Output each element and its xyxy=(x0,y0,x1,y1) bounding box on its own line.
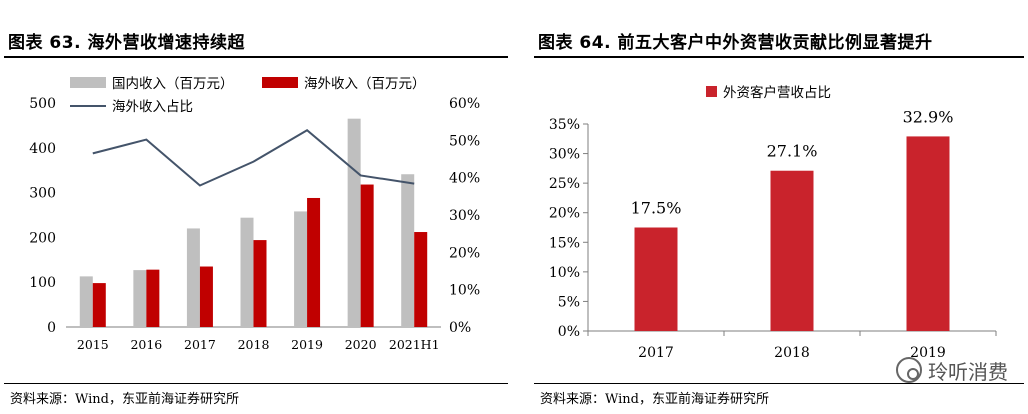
foreign-share-bar xyxy=(770,170,814,331)
overseas-revenue-bar xyxy=(307,197,321,327)
left-y-tick-label: 200 xyxy=(29,230,56,246)
left-y-tick-label: 300 xyxy=(29,186,56,202)
left-x-tick-label: 2020 xyxy=(345,337,377,352)
left-y-tick-label: 100 xyxy=(29,275,56,291)
left-source-note: 资料来源：Wind，东亚前海证券研究所 xyxy=(10,392,239,407)
right-y-tick-label: 35% xyxy=(549,117,580,133)
overseas-revenue-bar xyxy=(92,283,106,327)
left-y2-tick-label: 0% xyxy=(449,320,471,336)
right-y-tick-label: 20% xyxy=(549,206,580,222)
foreign-share-data-label: 27.1% xyxy=(767,142,818,161)
foreign-share-bar xyxy=(634,227,678,331)
left-title-rule xyxy=(4,56,508,58)
foreign-share-bar xyxy=(906,136,950,331)
right-source-rule xyxy=(534,383,1024,384)
left-y2-tick-label: 40% xyxy=(449,171,480,187)
overseas-revenue-bar xyxy=(414,232,428,327)
right-title-rule xyxy=(534,56,1024,58)
left-source-rule xyxy=(4,383,508,384)
left-x-tick-label: 2019 xyxy=(291,337,323,352)
right-chart-panel: 图表 64. 前五大客户中外资营收贡献比例显著提升 0% 5% 10% 15% 20% 2… xyxy=(530,0,1028,414)
domestic-revenue-bar xyxy=(79,276,93,327)
right-source-note: 资料来源：Wind，东亚前海证券研究所 xyxy=(540,392,769,407)
wechat-icon xyxy=(896,357,922,383)
left-y-tick-label: 500 xyxy=(29,96,56,112)
left-y2-tick-label: 30% xyxy=(449,208,480,224)
right-x-tick-label: 2018 xyxy=(774,345,810,361)
left-x-tick-label: 2016 xyxy=(130,337,162,352)
domestic-revenue-bar xyxy=(186,228,200,327)
legend-share-label: 海外收入占比 xyxy=(112,99,193,115)
watermark: 玲听消费 xyxy=(896,356,1008,385)
legend-domestic-swatch xyxy=(70,77,106,88)
overseas-revenue-bar xyxy=(360,184,374,327)
legend-foreign-label: 外资客户营收占比 xyxy=(723,84,831,101)
left-x-tick-label: 2018 xyxy=(238,337,270,352)
right-y-tick-label: 10% xyxy=(549,265,580,281)
overseas-revenue-bar xyxy=(146,269,160,327)
right-chart-svg: 0% 5% 10% 15% 20% 25% 30% 35% 2017 2018 2019 17.5% 2… xyxy=(549,84,997,361)
right-y-tick-label: 15% xyxy=(549,235,580,251)
overseas-share-line xyxy=(92,129,415,187)
left-y-tick-label: 400 xyxy=(29,141,56,157)
right-y-tick-label: 5% xyxy=(558,294,580,310)
right-chart-title: 图表 64. 前五大客户中外资营收贡献比例显著提升 xyxy=(538,33,933,53)
foreign-share-data-label: 32.9% xyxy=(903,107,954,126)
left-y-tick-label: 0 xyxy=(47,320,56,336)
left-y2-tick-label: 20% xyxy=(449,245,480,261)
domestic-revenue-bar xyxy=(401,174,415,327)
left-chart-title: 图表 63. 海外营收增速持续超 xyxy=(8,33,245,53)
right-y-tick-label: 25% xyxy=(549,176,580,192)
domestic-revenue-bar xyxy=(347,118,361,328)
left-x-tick-label: 2015 xyxy=(77,337,109,352)
left-y2-tick-label: 50% xyxy=(449,133,480,149)
left-y2-tick-label: 10% xyxy=(449,283,480,299)
left-y2-tick-label: 60% xyxy=(449,96,480,112)
foreign-share-data-label: 17.5% xyxy=(631,199,682,218)
overseas-revenue-bar xyxy=(253,240,267,327)
left-chart-svg: 0 100 200 300 400 500 0% 10% 20% 30% 40% 50% 60% 2015… xyxy=(29,76,480,352)
legend-domestic-label: 国内收入（百万元） xyxy=(112,76,234,92)
legend-overseas-swatch xyxy=(262,77,298,88)
domestic-revenue-bar xyxy=(133,270,147,327)
right-y-tick-label: 0% xyxy=(558,324,580,340)
domestic-revenue-bar xyxy=(240,217,254,327)
watermark-text: 玲听消费 xyxy=(928,360,1008,384)
left-chart-panel: 图表 63. 海外营收增速持续超 0 100 200 300 400 500 0% 10% 20… xyxy=(0,0,512,414)
legend-overseas-label: 海外收入（百万元） xyxy=(304,76,426,92)
domestic-revenue-bar xyxy=(294,211,308,327)
right-x-tick-label: 2017 xyxy=(638,345,674,361)
right-x-tick-label: 2019 xyxy=(910,345,946,361)
right-y-tick-label: 30% xyxy=(549,147,580,163)
left-x-tick-label: 2021H1 xyxy=(389,337,440,352)
overseas-revenue-bar xyxy=(199,266,213,327)
legend-foreign-swatch xyxy=(706,86,717,97)
left-x-tick-label: 2017 xyxy=(184,337,216,352)
